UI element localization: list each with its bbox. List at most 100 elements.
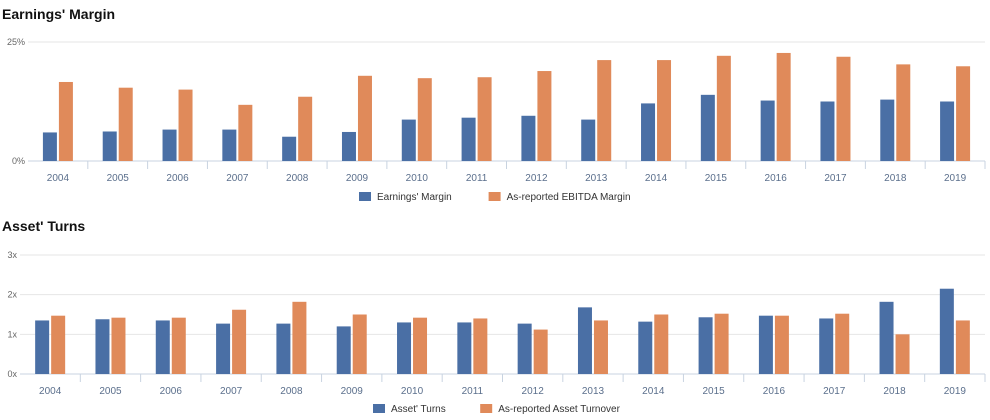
legend-swatch: [359, 192, 371, 201]
bar-series2: [654, 314, 669, 374]
bar-series1: [401, 119, 416, 161]
bar-series2: [232, 309, 247, 374]
bar-series2: [716, 55, 731, 161]
bar-series1: [940, 101, 955, 161]
bar-series2: [776, 52, 791, 162]
legend-label: Earnings' Margin: [377, 192, 452, 203]
x-tick-label: 2014: [645, 173, 668, 184]
y-tick-label: 0%: [12, 156, 25, 166]
bar-series1: [698, 317, 713, 374]
bar-series1: [758, 315, 773, 374]
chart-title-asset-turns: Asset' Turns: [2, 218, 86, 234]
x-tick-label: 2018: [884, 173, 907, 184]
bar-series2: [473, 318, 488, 374]
x-tick-label: 2004: [47, 173, 70, 184]
x-tick-label: 2005: [107, 173, 130, 184]
x-tick-label: 2012: [525, 173, 548, 184]
bar-series1: [276, 323, 291, 374]
bar-series2: [597, 60, 612, 162]
bar-series1: [700, 94, 715, 161]
bar-series2: [118, 87, 133, 161]
bar-series1: [35, 320, 50, 374]
bar-series1: [341, 131, 356, 161]
x-tick-label: 2016: [763, 386, 786, 397]
y-tick-label: 0x: [7, 369, 17, 379]
bar-series1: [457, 322, 472, 374]
bar-series1: [222, 129, 237, 161]
bar-series2: [477, 77, 492, 161]
bar-series1: [880, 99, 895, 161]
legend-label: As-reported EBITDA Margin: [507, 192, 631, 203]
x-tick-label: 2009: [341, 386, 364, 397]
bar-series2: [533, 329, 548, 374]
bar-series1: [461, 117, 476, 161]
legend-swatch: [480, 404, 493, 413]
bar-series2: [171, 317, 186, 374]
bar-series1: [638, 321, 653, 374]
bar-series1: [820, 101, 835, 161]
x-tick-label: 2015: [705, 173, 728, 184]
x-tick-label: 2008: [286, 173, 309, 184]
legend-label: Asset' Turns: [391, 404, 446, 415]
bar-series1: [282, 136, 297, 161]
bar-series2: [774, 315, 789, 374]
earnings-margin-chart: 0% 25% 2004 2005 2006 2007 2008 2009 2010 2011 201…: [7, 37, 986, 203]
bar-series1: [42, 132, 57, 161]
x-tick-label: 2006: [160, 386, 183, 397]
bar-series2: [657, 60, 672, 162]
bar-series2: [413, 317, 428, 374]
x-tick-label: 2017: [824, 173, 847, 184]
bar-series1: [760, 100, 775, 161]
x-tick-label: 2008: [280, 386, 303, 397]
x-tick-label: 2019: [944, 386, 967, 397]
bar-series2: [417, 78, 432, 161]
bar-series1: [577, 307, 592, 374]
x-tick-label: 2007: [226, 173, 249, 184]
bar-series2: [292, 301, 307, 374]
bar-series2: [238, 104, 253, 161]
legend-label: As-reported Asset Turnover: [498, 404, 620, 415]
y-tick-label: 3x: [7, 250, 17, 260]
bar-series2: [357, 75, 372, 161]
y-tick-label: 25%: [7, 37, 25, 47]
x-tick-label: 2012: [522, 386, 545, 397]
bar-series1: [521, 115, 536, 161]
x-tick-label: 2005: [99, 386, 122, 397]
x-tick-label: 2013: [582, 386, 605, 397]
x-tick-label: 2011: [466, 173, 488, 184]
bar-series2: [58, 81, 73, 161]
y-tick-label: 2x: [7, 290, 17, 300]
bar-series2: [352, 314, 367, 374]
x-tick-label: 2017: [823, 386, 846, 397]
bar-series2: [955, 320, 970, 374]
chart-title-earnings-margin: Earnings' Margin: [2, 6, 116, 22]
bar-series2: [835, 313, 850, 374]
bar-series1: [397, 322, 412, 374]
bar-series1: [581, 119, 596, 161]
x-tick-label: 2019: [944, 173, 967, 184]
bar-series2: [51, 315, 66, 374]
bar-series1: [336, 326, 351, 374]
x-tick-label: 2014: [642, 386, 665, 397]
x-tick-label: 2007: [220, 386, 243, 397]
x-tick-label: 2011: [462, 386, 484, 397]
x-tick-label: 2004: [39, 386, 62, 397]
y-tick-label: 1x: [7, 329, 17, 339]
bar-series1: [102, 131, 117, 161]
bar-series1: [216, 323, 231, 374]
bar-series1: [517, 323, 532, 374]
x-tick-label: 2010: [401, 386, 424, 397]
bar-series1: [939, 288, 954, 374]
x-tick-label: 2006: [166, 173, 189, 184]
bar-series2: [836, 56, 851, 162]
x-tick-label: 2013: [585, 173, 608, 184]
x-tick-label: 2015: [702, 386, 725, 397]
x-tick-label: 2010: [406, 173, 429, 184]
bar-series2: [714, 313, 729, 374]
bar-series2: [537, 71, 552, 161]
bar-series2: [956, 66, 971, 161]
bar-series1: [879, 301, 894, 374]
legend-swatch: [488, 192, 501, 201]
bar-series2: [896, 64, 911, 161]
